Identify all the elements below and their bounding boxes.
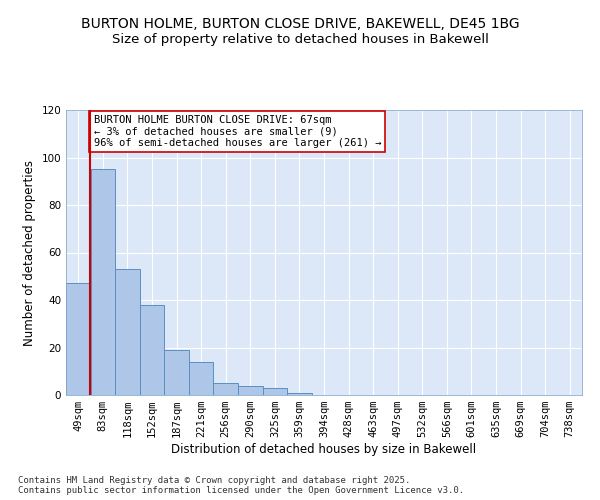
Bar <box>140 304 164 395</box>
Bar <box>214 383 238 395</box>
Bar <box>189 362 214 395</box>
Text: BURTON HOLME BURTON CLOSE DRIVE: 67sqm
← 3% of detached houses are smaller (9)
9: BURTON HOLME BURTON CLOSE DRIVE: 67sqm ←… <box>94 115 381 148</box>
Bar <box>164 350 189 395</box>
Y-axis label: Number of detached properties: Number of detached properties <box>23 160 36 346</box>
Bar <box>287 392 312 395</box>
Text: Size of property relative to detached houses in Bakewell: Size of property relative to detached ho… <box>112 32 488 46</box>
Bar <box>238 386 263 395</box>
Bar <box>115 269 140 395</box>
Bar <box>66 284 91 395</box>
Text: Contains HM Land Registry data © Crown copyright and database right 2025.
Contai: Contains HM Land Registry data © Crown c… <box>18 476 464 495</box>
X-axis label: Distribution of detached houses by size in Bakewell: Distribution of detached houses by size … <box>172 443 476 456</box>
Text: BURTON HOLME, BURTON CLOSE DRIVE, BAKEWELL, DE45 1BG: BURTON HOLME, BURTON CLOSE DRIVE, BAKEWE… <box>80 18 520 32</box>
Bar <box>91 170 115 395</box>
Bar <box>263 388 287 395</box>
